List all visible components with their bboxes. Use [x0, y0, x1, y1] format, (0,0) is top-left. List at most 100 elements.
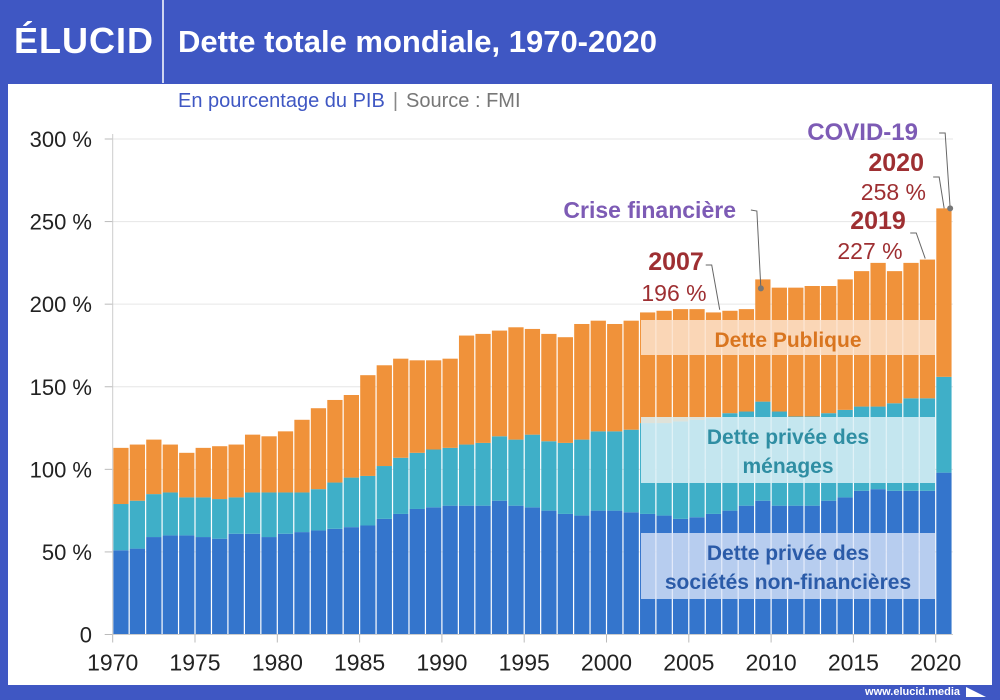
bar-segment [442, 447, 458, 506]
bar-segment [623, 429, 639, 513]
bar-segment [541, 510, 557, 635]
x-tick-label: 1990 [416, 650, 467, 676]
bar-segment [376, 466, 392, 519]
bar-segment [228, 533, 244, 635]
series-label: sociétés non-financières [665, 571, 911, 594]
annotation-leader-line [933, 176, 945, 209]
bar-segment [393, 358, 409, 458]
series-label-box [641, 320, 935, 355]
bar-segment [129, 500, 146, 549]
annotation-event: COVID-19 [807, 119, 918, 146]
bar-segment [113, 504, 129, 551]
annotation-value: 227 % [837, 238, 902, 264]
annotation-dot [947, 205, 954, 212]
bar-segment [574, 323, 590, 440]
y-tick-label: 200 % [30, 292, 92, 317]
y-tick-label: 300 % [30, 127, 92, 152]
bar-segment [442, 505, 458, 635]
bar-segment [310, 489, 327, 531]
bar-segment [162, 444, 178, 493]
bar-segment [294, 532, 310, 635]
bar-segment [212, 446, 228, 500]
bar-segment [574, 439, 590, 516]
annotation-leader-line [750, 209, 762, 289]
x-tick-label: 1970 [87, 650, 138, 676]
bar-segment [574, 515, 590, 635]
bar-segment [162, 492, 178, 536]
bar-segment [343, 527, 359, 635]
axes: 0 50 % 100 % 150 % 200 % 250 % 300 % 1970 1975 19… [30, 127, 962, 676]
bar-segment [607, 431, 623, 511]
annotation-value: 258 % [861, 179, 926, 205]
annotation-leader-line [705, 264, 721, 310]
x-tick-label: 2015 [828, 650, 879, 676]
bar-segment [426, 360, 442, 450]
bar-segment [557, 337, 573, 443]
bar-segment [508, 439, 524, 506]
bar-segment [491, 436, 508, 501]
header: ÉLUCID Dette totale mondiale, 1970-2020 [0, 0, 1000, 83]
bar-segment [936, 208, 952, 377]
bar-segment [541, 333, 557, 442]
subtitle-main: En pourcentage du PIB [178, 90, 385, 112]
bar-segment [244, 533, 261, 635]
series-label: Dette privée des [707, 426, 869, 449]
series-label: Dette Publique [714, 329, 861, 352]
bar-segment [113, 550, 129, 635]
bar-segment [113, 447, 129, 505]
elucid-logo: ÉLUCID [14, 20, 154, 61]
bar-segment [277, 533, 294, 635]
bar-segment [409, 452, 425, 509]
bar-segment [228, 444, 244, 498]
bar-segment [179, 497, 195, 536]
bar-segment [277, 431, 294, 493]
bar-segment [409, 360, 425, 453]
bar-segment [590, 320, 606, 432]
x-tick-label: 1985 [334, 650, 385, 676]
bar-segment [310, 530, 327, 635]
series-labels: Dette privée des sociétés non-financières… [641, 320, 935, 599]
bar-segment [491, 500, 508, 635]
bar-segment [557, 442, 573, 514]
bar-segment [244, 492, 261, 534]
bar-segment [195, 447, 211, 498]
bar-segment [343, 395, 359, 478]
bar-segment [261, 492, 277, 538]
bar-segment [294, 419, 310, 493]
chart-title: Dette totale mondiale, 1970-2020 [178, 24, 657, 59]
y-tick-label: 150 % [30, 375, 92, 400]
bar-segment [393, 513, 409, 635]
bar-segment [458, 505, 475, 635]
bar-segment [590, 510, 606, 635]
bar-segment [508, 327, 524, 440]
bar-segment [376, 365, 392, 467]
bar-segment [179, 452, 195, 498]
bar-segment [557, 513, 573, 635]
bar-segment [376, 518, 392, 635]
bar-segment [195, 537, 211, 635]
bar-segment [343, 477, 359, 528]
bar-segment [360, 525, 376, 635]
x-tick-label: 1980 [252, 650, 303, 676]
annotation-event: Crise financière [563, 197, 736, 223]
y-tick-label: 250 % [30, 210, 92, 235]
annotation-year: 2020 [868, 149, 924, 177]
bar-segment [442, 358, 458, 448]
footer-url[interactable]: www.elucid.media [865, 686, 960, 698]
bar-segment [294, 492, 310, 533]
x-tick-label: 2020 [910, 650, 961, 676]
series-label-box [641, 533, 935, 599]
header-divider [162, 0, 164, 83]
bar-segment [146, 537, 162, 635]
bar-segment [393, 457, 409, 514]
bar-segment [212, 499, 228, 539]
bar-segment [327, 528, 343, 635]
bar-segment [129, 548, 146, 635]
bar-segment [936, 376, 952, 473]
bar-segment [458, 335, 475, 445]
bar-segment [524, 434, 541, 508]
bar-segment [475, 505, 491, 635]
bar-segment [310, 408, 327, 490]
bar-segment [327, 482, 343, 529]
